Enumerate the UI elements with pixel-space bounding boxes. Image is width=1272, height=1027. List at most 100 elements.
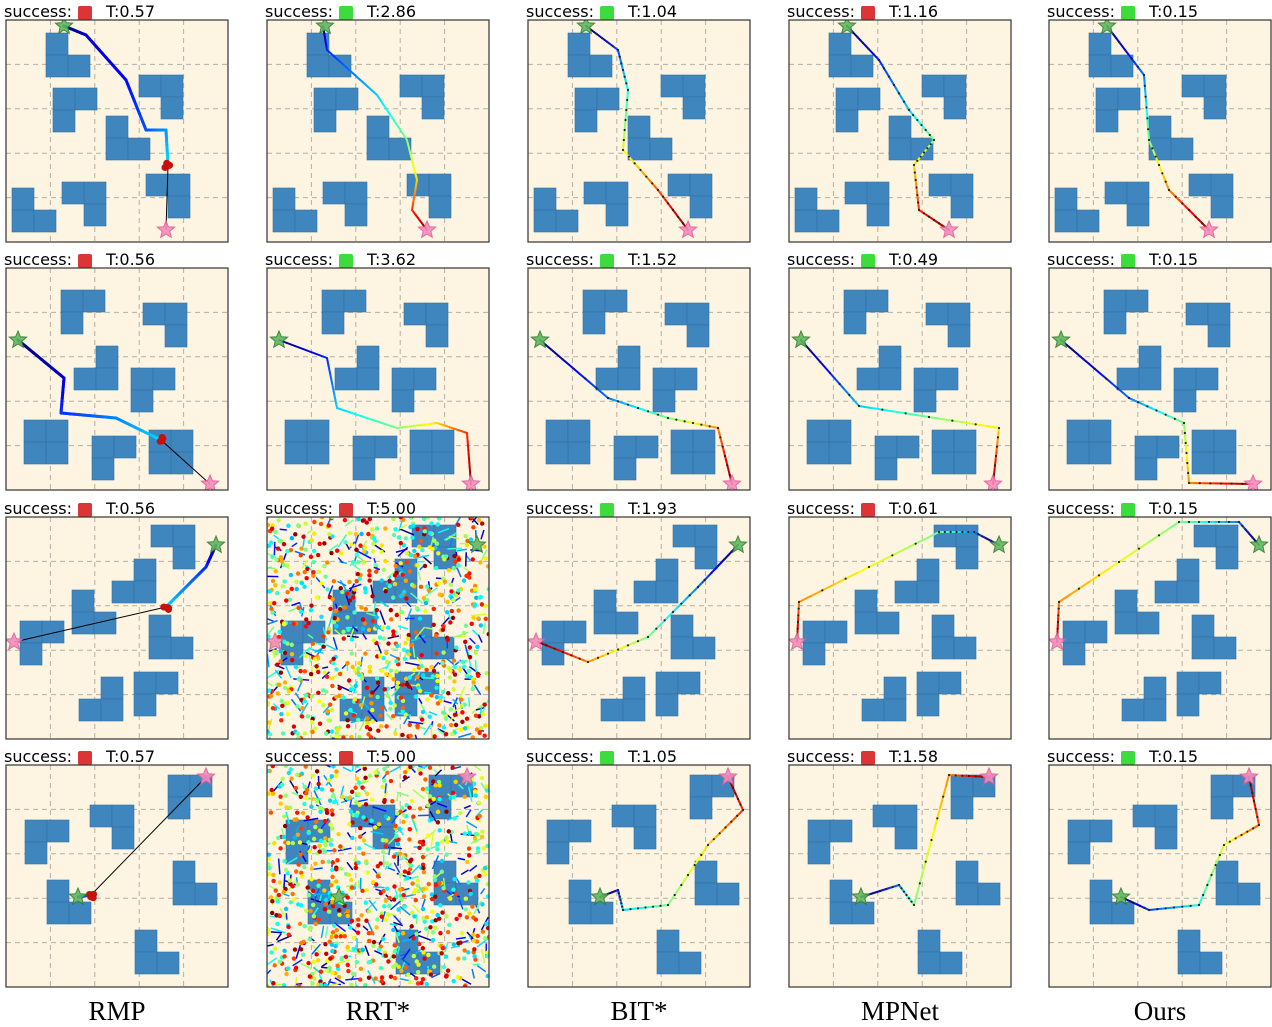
waypoint <box>606 40 609 44</box>
tree-node <box>320 703 326 708</box>
waypoint <box>912 163 916 167</box>
waypoint <box>691 421 695 425</box>
tree-node <box>365 870 370 875</box>
obstacle <box>172 524 196 548</box>
waypoint <box>1056 620 1060 624</box>
obstacle <box>816 209 840 233</box>
tree-node <box>270 578 276 584</box>
star <box>417 219 437 239</box>
tree-edge <box>360 656 364 667</box>
tree-node <box>394 834 399 839</box>
waypoint <box>1117 560 1121 564</box>
waypoint <box>1228 840 1231 843</box>
tree-node <box>426 588 432 593</box>
path-segment <box>843 388 851 396</box>
obstacle <box>649 137 673 161</box>
stuck-point <box>87 891 95 899</box>
time-label: T:1.93 <box>627 499 677 518</box>
obstacle <box>111 580 135 604</box>
time-label: T:0.15 <box>1148 2 1198 21</box>
obstacle <box>692 429 716 453</box>
tree-node <box>362 621 367 626</box>
path-segment <box>858 405 872 409</box>
tree-edge <box>354 984 359 987</box>
obstacle <box>1126 203 1150 227</box>
waypoint <box>1252 799 1256 803</box>
waypoint <box>645 175 648 178</box>
tree-node <box>398 540 403 546</box>
waypoint <box>1161 172 1164 175</box>
star <box>791 329 811 349</box>
tree-node <box>380 849 386 855</box>
tree-node <box>482 936 488 941</box>
obstacle <box>627 115 651 139</box>
tree-node <box>462 831 468 836</box>
tree-node <box>459 930 465 936</box>
obstacle <box>91 435 115 459</box>
tree-node <box>433 783 438 788</box>
tree-node <box>414 976 419 981</box>
tree-node <box>485 973 489 979</box>
tree-node <box>380 837 386 843</box>
tree-node <box>368 773 373 779</box>
tree-edge <box>328 544 339 552</box>
waypoint <box>656 188 660 192</box>
obstacle <box>689 173 713 197</box>
tree-edge <box>334 959 350 965</box>
tree-node <box>356 922 361 928</box>
tree-node <box>408 863 414 868</box>
tree-node <box>356 517 361 522</box>
obstacle <box>794 187 818 211</box>
tree-node <box>358 543 363 548</box>
waypoint <box>1105 377 1108 380</box>
waypoint <box>724 826 727 829</box>
path-segment <box>833 377 841 385</box>
tree-node <box>428 925 433 930</box>
obstacle <box>664 302 688 326</box>
waypoint <box>1201 222 1204 225</box>
tree-node <box>479 775 485 781</box>
tree-node <box>415 981 421 986</box>
waypoint <box>1146 117 1149 120</box>
tree-node <box>406 632 411 638</box>
tree-node <box>436 580 442 586</box>
success-label: success: <box>265 747 333 766</box>
waypoint <box>885 887 888 891</box>
tree-edge <box>385 713 393 721</box>
tree-node <box>404 682 410 687</box>
path-segment <box>916 414 930 418</box>
success-indicator <box>339 6 353 20</box>
tree-node <box>326 859 332 864</box>
tree-edge <box>458 898 464 910</box>
tree-node <box>298 553 303 558</box>
tree-node <box>363 982 368 987</box>
tree-edge <box>475 904 481 914</box>
tree-node <box>471 938 477 943</box>
path-segment <box>918 871 924 885</box>
tree-edge <box>470 613 487 617</box>
obstacle <box>322 181 346 205</box>
tree-node <box>281 983 287 987</box>
obstacle <box>533 209 557 233</box>
tree-edge <box>357 798 368 803</box>
tree-node <box>293 965 299 971</box>
tree-edge <box>294 550 306 556</box>
tree-node <box>411 814 416 819</box>
waypoint <box>1157 163 1161 167</box>
path-segment <box>939 417 954 422</box>
tree-edge <box>285 811 291 825</box>
tree-node <box>303 653 309 659</box>
obstacle <box>1199 951 1223 975</box>
tree-node <box>398 561 403 566</box>
waypoint <box>981 535 984 538</box>
obstacle <box>933 524 957 548</box>
waypoint <box>1147 128 1150 131</box>
tree-edge <box>320 925 325 939</box>
tree-node <box>470 557 475 562</box>
tree-edge <box>307 781 311 790</box>
obstacle <box>272 209 296 233</box>
obstacle <box>52 109 76 133</box>
tree-node <box>393 527 398 532</box>
obstacle <box>1237 882 1261 906</box>
tree-node <box>327 798 333 803</box>
